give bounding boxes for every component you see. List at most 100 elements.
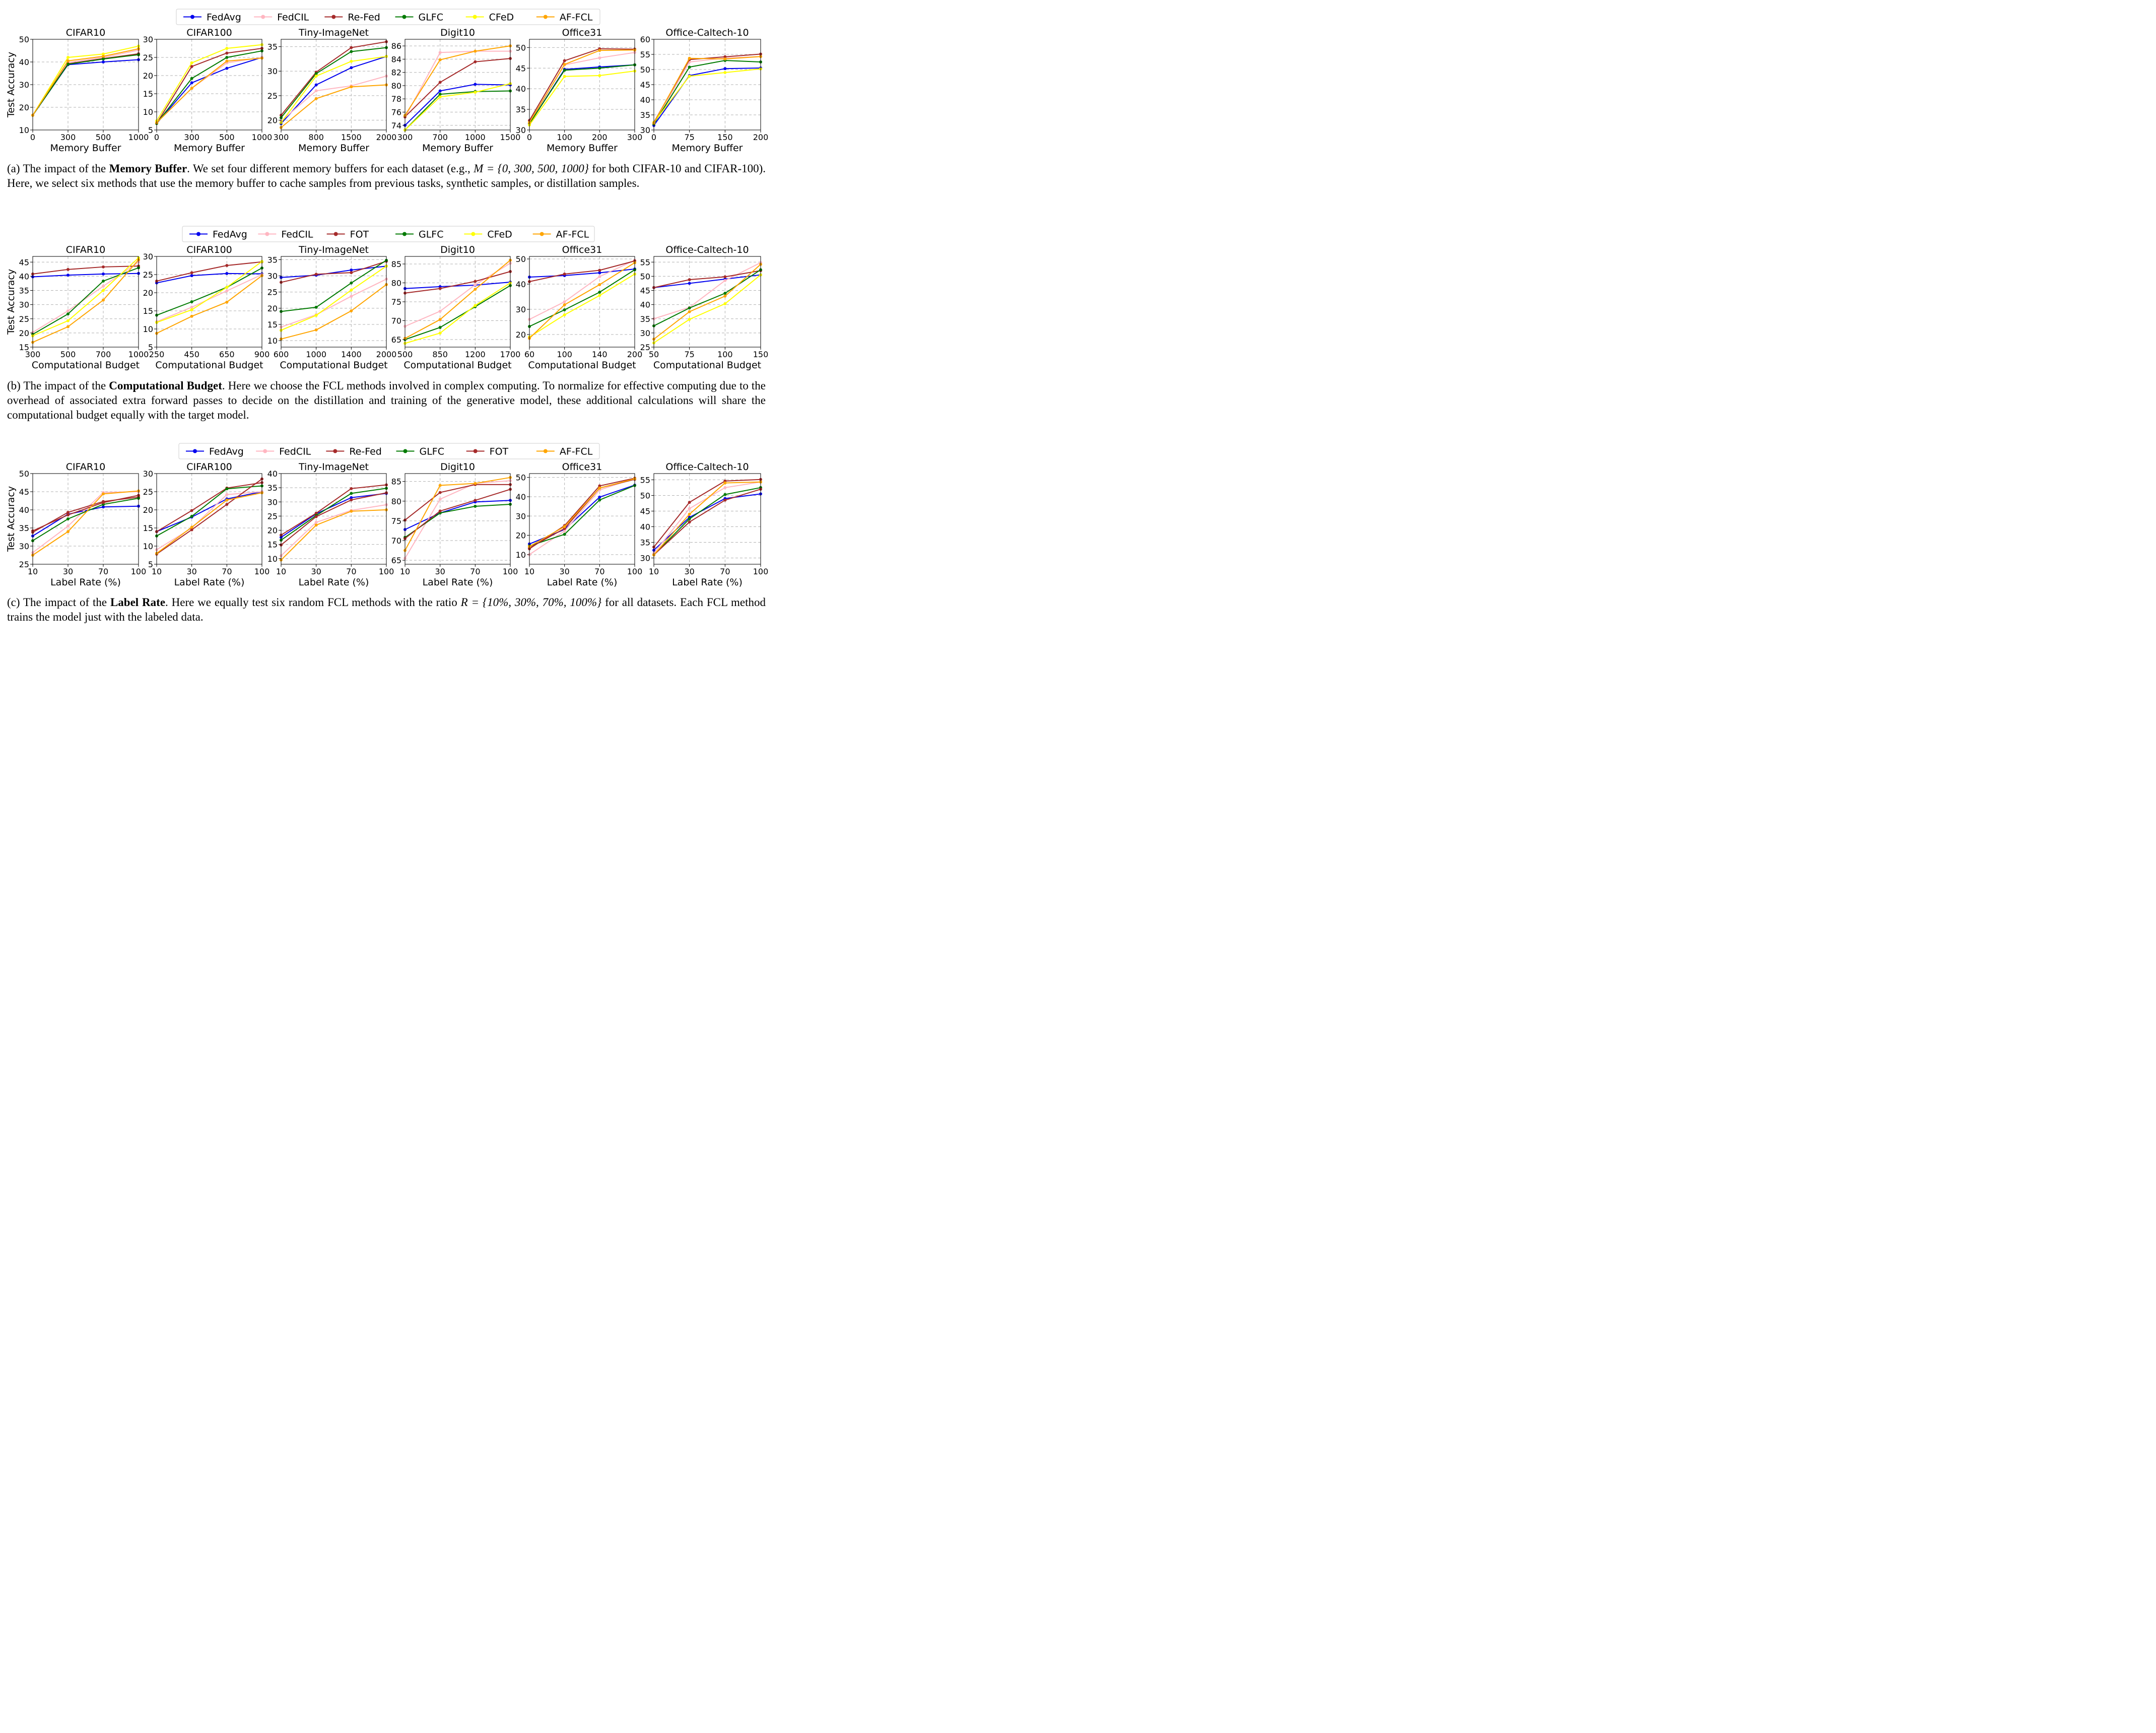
- x-tick-label: 100: [254, 567, 270, 576]
- data-point-FedCIL: [314, 89, 318, 93]
- series-line-GLFC: [281, 488, 387, 541]
- legend-marker-Re-Fed: [333, 449, 338, 453]
- panel-frame: [405, 39, 511, 130]
- y-tick-label: 30: [640, 328, 650, 338]
- x-tick-label: 650: [219, 350, 235, 359]
- data-point-Re-Fed: [723, 55, 727, 58]
- data-point-GLFC: [314, 305, 318, 309]
- chart-row-a: FedAvg FedCIL Re-Fed GLFC CFeD AF-FCL CIFAR10 1…: [6, 9, 768, 154]
- x-axis-label: Label Rate (%): [299, 577, 369, 588]
- data-point-FedAvg: [350, 269, 353, 272]
- legend-marker-GLFC: [402, 15, 407, 19]
- series-line-AF-FCL: [281, 284, 387, 340]
- data-point-AF-FCL: [688, 310, 691, 313]
- y-tick-label: 25: [19, 314, 29, 324]
- panel-title: Office31: [562, 27, 602, 38]
- series-line-AF-FCL: [32, 490, 139, 556]
- series-line-GLFC: [529, 485, 635, 547]
- series-line-CFeD: [653, 68, 761, 123]
- panel-title: CIFAR100: [186, 461, 232, 473]
- data-point-AF-FCL: [474, 288, 477, 291]
- data-point-AF-FCL: [474, 482, 477, 485]
- x-tick-label: 1500: [341, 132, 362, 142]
- y-tick-label: 25: [143, 487, 153, 497]
- y-tick-label: 30: [143, 469, 153, 479]
- x-tick-label: 70: [98, 567, 108, 576]
- legend-label-FedCIL: FedCIL: [279, 446, 311, 457]
- y-tick-label: 10: [143, 324, 153, 334]
- x-tick-label: 500: [397, 350, 413, 359]
- data-point-AF-FCL: [314, 97, 318, 100]
- series-line-AF-FCL: [653, 264, 761, 340]
- y-tick-label: 85: [391, 259, 401, 269]
- y-tick-label: 25: [143, 53, 153, 62]
- series-line-Re-Fed: [653, 53, 761, 123]
- x-tick-label: 500: [96, 132, 111, 142]
- series-line-FOT: [281, 492, 387, 546]
- data-point-CFeD: [563, 313, 566, 316]
- panel-title: Digit10: [440, 244, 475, 255]
- legend-marker-AF-FCL: [540, 232, 544, 236]
- data-point-GLFC: [563, 308, 566, 311]
- legend-label-AF-FCL: AF-FCL: [560, 12, 593, 23]
- data-point-GLFC: [723, 292, 727, 295]
- caption-c-math: R = {10%, 30%, 70%, 100%}: [460, 596, 602, 609]
- series-line-FedCIL: [653, 262, 761, 319]
- y-tick-label: 10: [143, 542, 153, 551]
- data-point-FOT: [563, 273, 566, 276]
- data-point-FedAvg: [723, 67, 727, 71]
- panel-frame: [281, 39, 387, 130]
- data-point-AF-FCL: [66, 530, 70, 534]
- data-point-CFeD: [563, 75, 566, 78]
- panel-a-2: Tiny-ImageNet 20 25 30 35 300 800 1500 2000 Memor…: [267, 27, 397, 154]
- data-point-FedCIL: [225, 289, 229, 293]
- y-tick-label: 20: [267, 116, 278, 125]
- series-line-Re-Fed: [156, 482, 262, 532]
- series-line-FedCIL: [529, 259, 635, 320]
- y-tick-label: 20: [19, 103, 29, 112]
- y-tick-label: 30: [267, 272, 278, 281]
- x-tick-label: 1000: [128, 350, 149, 359]
- x-tick-label: 10: [400, 567, 410, 576]
- caption-c: (c) The impact of the Label Rate. Here w…: [7, 595, 766, 624]
- x-tick-label: 500: [60, 350, 76, 359]
- series-line-AF-FCL: [156, 275, 262, 334]
- legend-label-FOT: FOT: [350, 229, 369, 240]
- legend-marker-GLFC: [402, 232, 407, 236]
- series-line-FedAvg: [156, 491, 262, 532]
- y-tick-label: 20: [143, 71, 153, 81]
- panel-frame: [653, 256, 761, 348]
- x-tick-label: 450: [184, 350, 199, 359]
- figure-root: FedAvg FedCIL Re-Fed GLFC CFeD AF-FCL CIFAR10 1…: [0, 0, 777, 625]
- data-point-FedCIL: [438, 51, 442, 54]
- y-tick-label: 30: [516, 305, 526, 314]
- series-line-FedAvg: [405, 282, 511, 289]
- x-axis-label: Memory Buffer: [672, 143, 743, 154]
- x-tick-label: 1400: [341, 350, 362, 359]
- series-line-FedAvg: [405, 500, 511, 530]
- x-tick-label: 1500: [500, 132, 521, 142]
- data-point-CFeD: [314, 74, 318, 78]
- series-line-CFeD: [281, 265, 387, 331]
- legend-label-FedAvg: FedAvg: [209, 446, 244, 457]
- y-tick-label: 70: [391, 536, 401, 546]
- y-tick-label: 35: [267, 42, 278, 52]
- x-tick-label: 140: [592, 350, 608, 359]
- panel-title: Tiny-ImageNet: [298, 244, 369, 255]
- data-point-FedAvg: [225, 272, 229, 275]
- series-line-FOT: [156, 261, 262, 282]
- y-tick-label: 15: [267, 540, 278, 550]
- data-point-CFeD: [102, 289, 105, 292]
- data-point-AF-FCL: [190, 314, 193, 318]
- y-tick-label: 50: [640, 65, 650, 75]
- data-point-CFeD: [474, 91, 477, 94]
- panel-title: Digit10: [440, 461, 475, 473]
- data-point-FOT: [102, 265, 105, 269]
- x-tick-label: 10: [152, 567, 162, 576]
- y-tick-label: 10: [267, 336, 278, 346]
- legend-label-GLFC: GLFC: [420, 446, 445, 457]
- data-point-GLFC: [598, 66, 601, 70]
- series-line-FedCIL: [529, 52, 635, 123]
- series-line-AF-FCL: [32, 48, 139, 116]
- y-tick-label: 30: [640, 554, 650, 563]
